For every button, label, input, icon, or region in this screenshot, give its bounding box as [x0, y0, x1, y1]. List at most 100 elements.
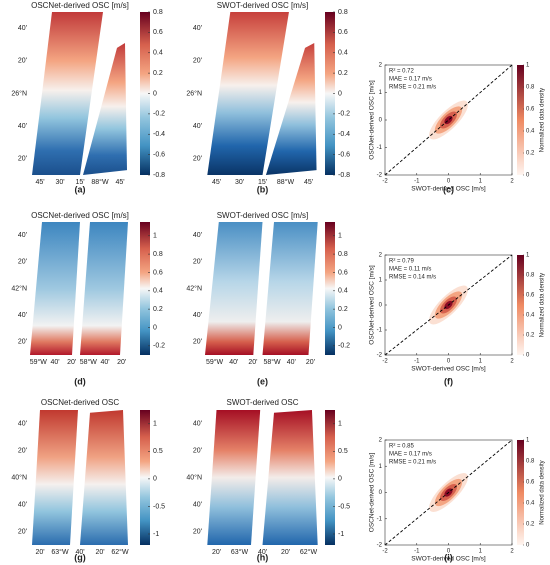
- colorbar-tick-label: 0.2: [338, 70, 348, 77]
- x-tick-label: 0: [447, 359, 451, 365]
- lat-label: 40': [18, 420, 27, 427]
- lat-label: 40°N: [186, 473, 202, 481]
- lat-label: 40': [193, 25, 202, 32]
- lat-label: 20': [18, 447, 27, 454]
- colorbar-tick-label: 0.6: [338, 29, 348, 36]
- lon-label: 59°W: [30, 358, 48, 366]
- colorbar: [140, 222, 150, 355]
- colorbar-tick-label: 0: [153, 324, 157, 331]
- colorbar-tick-label: 0: [153, 90, 157, 97]
- colorbar: [325, 222, 335, 355]
- stat-annotation: RMSE = 0.21 m/s: [389, 460, 436, 466]
- panel-title: SWOT-derived OSC [m/s]: [217, 1, 309, 10]
- lon-label: 20': [248, 359, 257, 366]
- lat-label: 40': [193, 312, 202, 319]
- one-to-one-line: [384, 439, 513, 546]
- panel-title: OSCNet-derived OSC [m/s]: [31, 1, 129, 10]
- lon-label: 20': [95, 549, 104, 556]
- x-tick-label: 2: [510, 549, 514, 555]
- colorbar-tick-label: 0.8: [153, 251, 163, 258]
- y-tick-label: 2: [379, 438, 383, 444]
- lat-label: 20': [193, 339, 202, 346]
- colorbar-tick-label: 0: [338, 90, 342, 97]
- lon-label: 15': [258, 179, 267, 186]
- colorbar-label: Normalized data density: [540, 88, 546, 152]
- lat-label: 20': [18, 528, 27, 535]
- lon-label: 88°W: [91, 178, 109, 186]
- y-tick-label: 1: [379, 90, 383, 96]
- stat-annotation: R² = 0.85: [389, 444, 415, 450]
- lat-label: 20': [193, 156, 202, 163]
- lon-label: 20': [67, 359, 76, 366]
- panel-label: (f): [444, 376, 453, 386]
- lon-label: 20': [212, 549, 221, 556]
- colorbar-tick-label: -1: [153, 531, 159, 538]
- lat-label: 20': [18, 259, 27, 266]
- colorbar-tick-label: -0.6: [338, 151, 350, 158]
- colorbar-tick-label: 0: [526, 173, 530, 179]
- panel-title: SWOT-derived OSC: [226, 398, 298, 407]
- stat-annotation: MAE = 0.11 m/s: [389, 267, 431, 273]
- swath: [205, 222, 263, 355]
- panel-title: OSCNet-derived OSC: [41, 398, 119, 407]
- lon-label: 20': [35, 549, 44, 556]
- x-tick-label: 1: [479, 549, 483, 555]
- colorbar-tick-label: 0: [526, 543, 530, 549]
- colorbar-tick-label: 0.8: [153, 9, 163, 16]
- panel-label: (c): [443, 184, 454, 194]
- lat-label: 20': [193, 447, 202, 454]
- lon-label: 20': [117, 359, 126, 366]
- colorbar-tick-label: 0.4: [338, 50, 348, 57]
- lat-label: 40': [193, 501, 202, 508]
- stat-annotation: MAE = 0.17 m/s: [389, 77, 432, 83]
- lat-label: 40°N: [11, 473, 27, 481]
- colorbar-tick-label: -0.4: [153, 131, 165, 138]
- one-to-one-line: [384, 64, 513, 176]
- lat-label: 20': [18, 58, 27, 65]
- colorbar-tick-label: 0.6: [153, 29, 163, 36]
- x-tick-label: -1: [414, 359, 420, 365]
- x-tick-label: -2: [382, 359, 388, 365]
- colorbar-tick-label: 1: [526, 253, 530, 259]
- stat-annotation: MAE = 0.17 m/s: [389, 452, 432, 458]
- colorbar-tick-label: 0.6: [526, 107, 535, 113]
- lat-label: 40': [18, 501, 27, 508]
- lat-label: 26°N: [11, 89, 27, 97]
- lat-label: 40': [193, 420, 202, 427]
- colorbar-tick-label: 0: [338, 324, 342, 331]
- swath: [207, 410, 261, 545]
- lon-label: 62°W: [111, 548, 129, 556]
- colorbar-label: Normalized data density: [540, 273, 546, 337]
- x-tick-label: -2: [382, 549, 388, 555]
- colorbar-tick-label: -0.5: [338, 503, 350, 510]
- panel-label: (h): [257, 552, 269, 562]
- y-tick-label: -2: [377, 543, 383, 549]
- lon-label: 63°W: [51, 548, 69, 556]
- colorbar-tick-label: 0.4: [338, 288, 348, 295]
- y-tick-label: -1: [377, 516, 383, 522]
- stat-annotation: R² = 0.79: [389, 259, 415, 265]
- one-to-one-line: [384, 254, 513, 356]
- colorbar: [325, 410, 335, 545]
- lat-label: 26°N: [186, 89, 202, 97]
- colorbar-tick-label: 0.8: [338, 251, 348, 258]
- x-axis-label: SWOT-derived OSC [m/s]: [411, 366, 486, 373]
- y-tick-label: -2: [377, 173, 383, 179]
- swath: [32, 410, 78, 545]
- lon-label: 45': [304, 179, 313, 186]
- panel-title: SWOT-derived OSC [m/s]: [217, 211, 309, 220]
- y-tick-label: 0: [379, 303, 383, 309]
- lon-label: 30': [235, 179, 244, 186]
- lon-label: 40': [229, 359, 238, 366]
- colorbar-tick-label: 0.4: [526, 313, 535, 319]
- y-tick-label: 1: [379, 464, 383, 470]
- lat-label: 40': [193, 123, 202, 130]
- colorbar-tick-label: 0.2: [153, 70, 163, 77]
- colorbar: [517, 255, 524, 355]
- colorbar-tick-label: -0.8: [153, 172, 165, 179]
- lon-label: 20': [281, 549, 290, 556]
- lon-label: 20': [306, 359, 315, 366]
- swath: [80, 222, 128, 355]
- x-tick-label: 1: [479, 359, 483, 365]
